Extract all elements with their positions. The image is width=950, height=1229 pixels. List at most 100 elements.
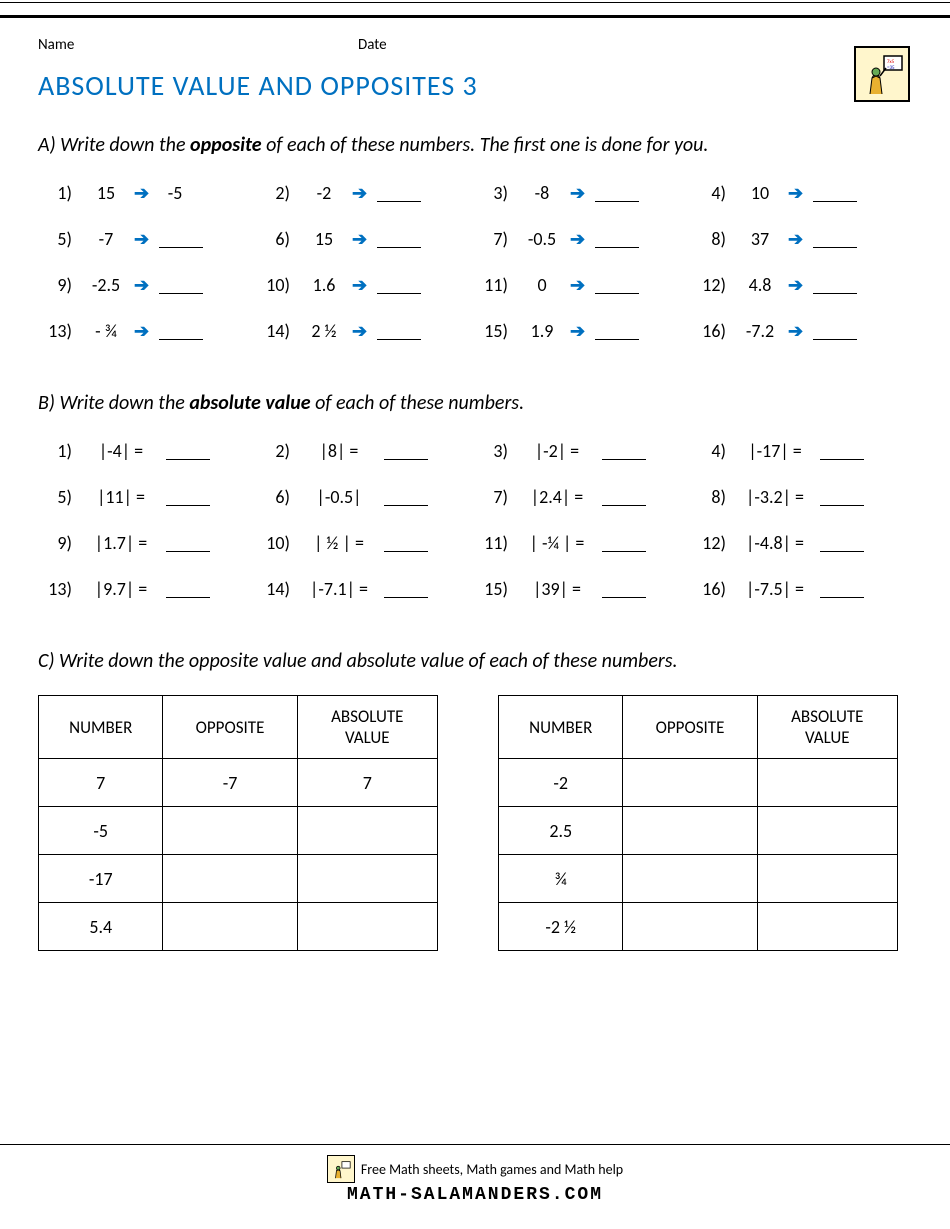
answer-blank[interactable] [820, 534, 864, 552]
answer-blank[interactable] [384, 534, 428, 552]
table-cell[interactable] [623, 759, 757, 807]
problem-number: 12) [692, 274, 736, 296]
table-header: ABSOLUTEVALUE [757, 696, 897, 759]
answer-blank[interactable] [377, 230, 421, 248]
answer-blank[interactable] [384, 488, 428, 506]
instruction-bold: absolute value [189, 391, 310, 415]
problem-item: 6)15➔ [256, 225, 474, 253]
answer-blank[interactable] [166, 488, 210, 506]
answer-blank[interactable] [602, 488, 646, 506]
answer-blank[interactable] [384, 580, 428, 598]
instruction-text: of each of these numbers. [311, 391, 525, 415]
answer-blank[interactable] [595, 276, 639, 294]
problem-value: -2 [300, 182, 348, 204]
answer-blank[interactable] [602, 442, 646, 460]
table-header: OPPOSITE [163, 696, 297, 759]
answer-blank[interactable] [820, 442, 864, 460]
problem-number: 15) [474, 320, 518, 342]
table-cell[interactable] [163, 903, 297, 951]
answer-blank[interactable] [813, 230, 857, 248]
answer-blank[interactable] [820, 488, 864, 506]
table-cell[interactable] [757, 855, 897, 903]
table-cell: -2 [499, 759, 623, 807]
answer-blank[interactable] [159, 276, 203, 294]
problem-value: 4.8 [736, 274, 784, 296]
table-cell[interactable] [757, 807, 897, 855]
problem-number: 1) [38, 440, 82, 462]
instruction-text: B) Write down the [38, 391, 189, 415]
answer-blank[interactable] [166, 534, 210, 552]
table-cell: ¾ [499, 855, 623, 903]
table-cell: -7 [163, 759, 297, 807]
answer-blank[interactable] [159, 230, 203, 248]
problem-number: 4) [692, 182, 736, 204]
answer-blank[interactable] [377, 184, 421, 202]
answer-blank[interactable] [595, 322, 639, 340]
answer-blank[interactable] [813, 184, 857, 202]
table-cell[interactable] [757, 903, 897, 951]
answer-blank[interactable] [813, 322, 857, 340]
instruction-text: of each of these numbers. The first one … [262, 133, 709, 157]
problem-item: 2)-2➔ [256, 179, 474, 207]
problem-expression: |2.4| = [518, 486, 596, 508]
problem-item: 13)|9.7| = [38, 575, 256, 603]
answer-blank[interactable] [595, 184, 639, 202]
table-cell[interactable] [297, 903, 437, 951]
table-cell[interactable] [623, 903, 757, 951]
problem-expression: |1.7| = [82, 532, 160, 554]
problem-number: 9) [38, 274, 82, 296]
problem-item: 5)|11| = [38, 483, 256, 511]
answer-blank[interactable] [602, 580, 646, 598]
table-cell: -5 [39, 807, 163, 855]
problem-item: 15)|39| = [474, 575, 692, 603]
table-row: -17 [39, 855, 438, 903]
arrow-icon: ➔ [134, 274, 149, 296]
answer-blank[interactable] [159, 322, 203, 340]
arrow-icon: ➔ [134, 320, 149, 342]
arrow-icon: ➔ [788, 320, 803, 342]
table-row: 5.4 [39, 903, 438, 951]
section-c-instruction: C) Write down the opposite value and abs… [38, 649, 912, 673]
arrow-icon: ➔ [352, 320, 367, 342]
answer-blank[interactable] [602, 534, 646, 552]
worksheet-title: ABSOLUTE VALUE AND OPPOSITES 3 [38, 68, 912, 103]
table-cell: -17 [39, 855, 163, 903]
answer-blank[interactable] [813, 276, 857, 294]
problem-number: 14) [256, 320, 300, 342]
problem-value: 1.9 [518, 320, 566, 342]
section-c-tables: NUMBEROPPOSITEABSOLUTEVALUE7-77-5-175.4 … [38, 695, 912, 951]
table-cell[interactable] [623, 807, 757, 855]
problem-number: 3) [474, 440, 518, 462]
problem-value: -7.2 [736, 320, 784, 342]
table-cell[interactable] [623, 855, 757, 903]
section-b-instruction: B) Write down the absolute value of each… [38, 391, 912, 415]
answer-blank[interactable] [595, 230, 639, 248]
problem-value: -2.5 [82, 274, 130, 296]
arrow-icon: ➔ [570, 228, 585, 250]
problem-value: 2 ½ [300, 320, 348, 342]
table-cell[interactable] [163, 855, 297, 903]
problem-value: -8 [518, 182, 566, 204]
problem-number: 2) [256, 182, 300, 204]
problem-item: 3)-8➔ [474, 179, 692, 207]
answer-blank[interactable] [166, 580, 210, 598]
answer-blank[interactable] [384, 442, 428, 460]
problem-item: 5)-7➔ [38, 225, 256, 253]
problem-number: 6) [256, 228, 300, 250]
problem-item: 12)|-4.8| = [692, 529, 910, 557]
answer-blank[interactable] [820, 580, 864, 598]
table-cell[interactable] [297, 855, 437, 903]
problem-number: 7) [474, 486, 518, 508]
answer-blank[interactable] [166, 442, 210, 460]
answer-blank[interactable] [377, 276, 421, 294]
answer-blank[interactable] [377, 322, 421, 340]
problem-number: 15) [474, 578, 518, 600]
problem-item: 11)0➔ [474, 271, 692, 299]
problem-item: 6)|-0.5| [256, 483, 474, 511]
svg-text:=35: =35 [887, 65, 895, 71]
problem-item: 9)|1.7| = [38, 529, 256, 557]
table-c2: NUMBEROPPOSITEABSOLUTEVALUE-22.5¾-2 ½ [498, 695, 898, 951]
table-cell[interactable] [297, 807, 437, 855]
table-cell[interactable] [163, 807, 297, 855]
table-cell[interactable] [757, 759, 897, 807]
